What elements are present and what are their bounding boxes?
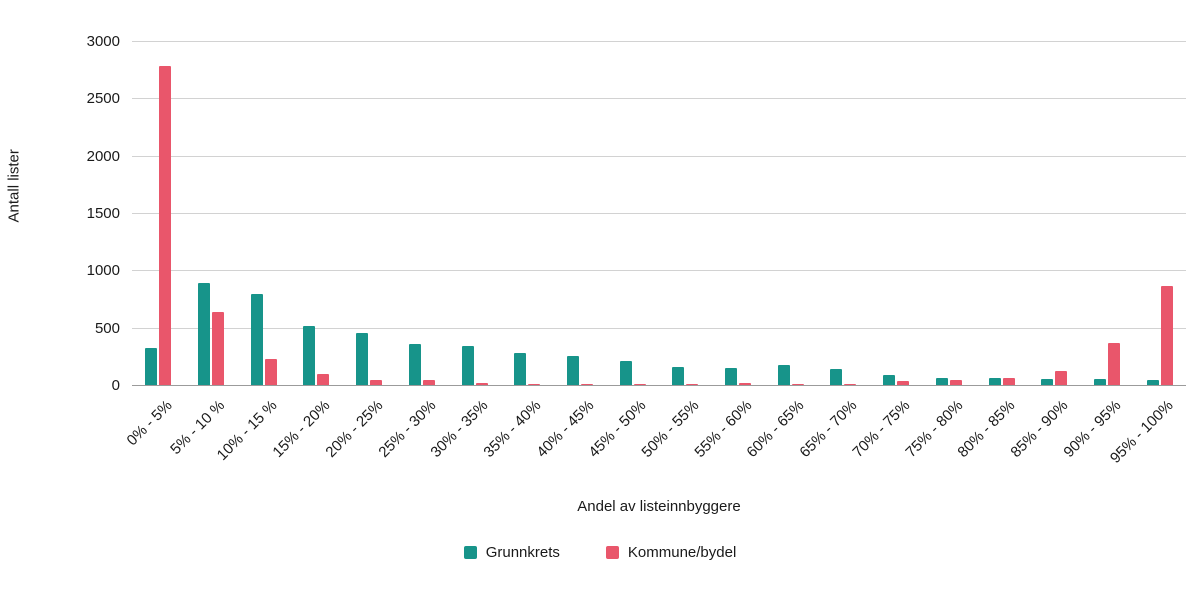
gridline (132, 270, 1186, 272)
legend-swatch-grunnkrets (463, 546, 477, 559)
bar-grunnkrets (883, 374, 896, 385)
legend-label-grunnkrets: Grunnkrets (485, 544, 560, 561)
x-tick-label: 0% - 5% (123, 397, 176, 450)
bar-grunnkrets (514, 353, 527, 385)
bar-group (870, 42, 923, 385)
bar-kommune-bydel (212, 311, 225, 385)
bar-kommune-bydel (739, 383, 752, 385)
y-tick-label: 500 (94, 319, 120, 337)
bar-grunnkrets (619, 361, 632, 385)
bar-group (290, 42, 343, 385)
bar-grunnkrets (566, 355, 579, 385)
bar-grunnkrets (935, 377, 948, 385)
bar-grunnkrets (1146, 380, 1159, 385)
bar-group (554, 42, 607, 385)
bar-group (1133, 42, 1186, 385)
x-axis-baseline (132, 385, 1186, 386)
bar-grunnkrets (725, 367, 738, 385)
bar-grunnkrets (988, 378, 1001, 385)
bar-grunnkrets (672, 366, 685, 385)
bar-group (185, 42, 238, 385)
y-tick-label: 2000 (86, 147, 120, 165)
bar-grunnkrets (461, 346, 474, 385)
bar-group (659, 42, 712, 385)
gridline (132, 327, 1186, 329)
bar-kommune-bydel (633, 384, 646, 385)
bar-grunnkrets (145, 348, 158, 385)
x-tick-cell: 95% - 100% (1107, 392, 1186, 484)
bar-group (132, 42, 185, 385)
legend-item-grunnkrets: Grunnkrets (463, 544, 560, 561)
legend-swatch-kommune-bydel (605, 546, 619, 559)
bar-group (1028, 42, 1081, 385)
bar-kommune-bydel (1002, 378, 1015, 385)
gridline (132, 41, 1186, 42)
bar-group (764, 42, 817, 385)
bar-grunnkrets (777, 365, 790, 385)
legend-item-kommune-bydel: Kommune/bydel (605, 544, 737, 561)
bar-kommune-bydel (370, 379, 383, 385)
bar-group (1081, 42, 1134, 385)
gridline (132, 98, 1186, 100)
bar-kommune-bydel (897, 381, 910, 385)
bar-group (975, 42, 1028, 385)
bar-grunnkrets (830, 369, 843, 385)
bar-grunnkrets (1094, 379, 1106, 385)
bar-group (712, 42, 765, 385)
bar-kommune-bydel (528, 383, 541, 385)
bar-group (396, 42, 449, 385)
bar-kommune-bydel (1055, 370, 1068, 385)
bar-kommune-bydel (264, 358, 277, 385)
y-tick-label: 0 (111, 377, 120, 394)
bar-grunnkrets (408, 343, 421, 385)
legend: Grunnkrets Kommune/bydel (0, 544, 1200, 561)
bar-kommune-bydel (159, 66, 172, 385)
bar-grunnkrets (250, 293, 263, 385)
bar-kommune-bydel (791, 383, 804, 385)
bar-kommune-bydel (1108, 342, 1120, 385)
y-tick-label: 1500 (86, 205, 120, 222)
bar-group (343, 42, 396, 385)
bar-kommune-bydel (317, 374, 330, 385)
bar-group (237, 42, 290, 385)
gridline (132, 155, 1186, 157)
bar-kommune-bydel (422, 379, 435, 385)
bar-kommune-bydel (580, 383, 593, 385)
bar-kommune-bydel (686, 384, 699, 385)
bar-group (606, 42, 659, 385)
bar-groups (132, 42, 1186, 385)
gridline (132, 213, 1186, 214)
plot-area (132, 41, 1186, 386)
y-tick-label: 3000 (86, 33, 120, 50)
bar-grunnkrets (356, 332, 369, 385)
bar-group (501, 42, 554, 385)
y-tick-label: 2500 (86, 90, 120, 108)
bar-kommune-bydel (1160, 285, 1173, 385)
bar-group (923, 42, 976, 385)
bar-kommune-bydel (475, 382, 488, 385)
bar-grunnkrets (1041, 379, 1054, 385)
bar-kommune-bydel (844, 383, 857, 385)
bar-grunnkrets (198, 283, 211, 385)
legend-label-kommune-bydel: Kommune/bydel (627, 544, 737, 561)
y-tick-label: 1000 (86, 262, 120, 280)
bar-group (817, 42, 870, 385)
x-axis-tick-labels: 0% - 5% 5% - 10 % 10% - 15 % 15% - 20% 20% -… (123, 392, 1186, 484)
bar-grunnkrets (303, 325, 316, 385)
bar-kommune-bydel (949, 379, 962, 385)
y-axis-tick-labels: 0 500 1000 1500 2000 2500 3000 (0, 33, 120, 394)
x-axis-title: Andel av listeinnbyggere (577, 498, 741, 515)
bar-group (448, 42, 501, 385)
